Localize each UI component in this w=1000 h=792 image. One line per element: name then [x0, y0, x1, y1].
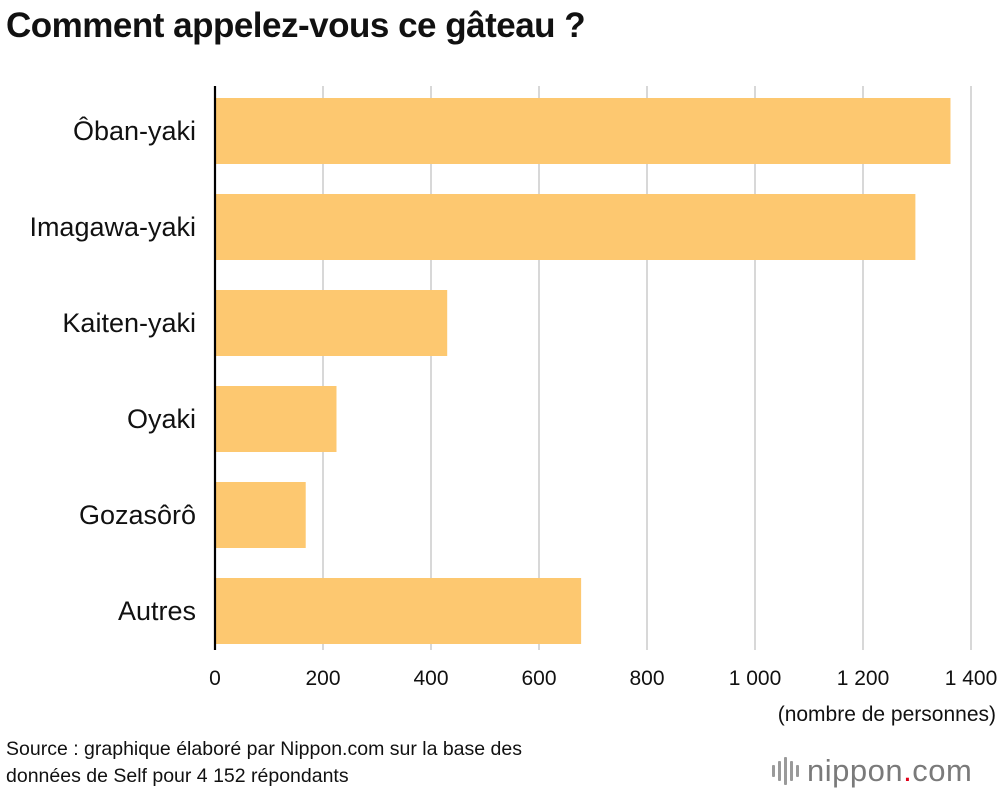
x-tick-label: 1 000 — [729, 667, 782, 690]
bar — [215, 482, 306, 548]
bar — [215, 194, 916, 260]
source-note: Source : graphique élaboré par Nippon.co… — [6, 736, 522, 790]
category-label: Autres — [118, 596, 196, 626]
bar — [215, 98, 951, 164]
category-label: Imagawa-yaki — [29, 212, 196, 242]
chart-title: Comment appelez-vous ce gâteau ? — [6, 6, 586, 45]
x-tick-label: 0 — [209, 667, 221, 690]
category-label: Kaiten-yaki — [62, 308, 196, 338]
x-tick-labels: 0 200 400 600 800 1 000 1 200 1 400 — [209, 667, 997, 690]
logo-dot: . — [903, 753, 913, 788]
bar — [215, 578, 582, 644]
x-tick-label: 800 — [629, 667, 664, 690]
x-axis-title: (nombre de personnes) — [778, 703, 996, 726]
logo-wordmark: nippon.com — [807, 753, 972, 789]
category-label: Oyaki — [127, 404, 196, 434]
source-line-1: Source : graphique élaboré par Nippon.co… — [6, 738, 522, 760]
x-tick-label: 200 — [305, 667, 340, 690]
bar-chart: Ôban-yaki Imagawa-yaki Kaiten-yaki Oyaki Goz… — [29, 86, 997, 726]
x-tick-label: 1 200 — [837, 667, 890, 690]
source-line-2: données de Self pour 4 152 répondants — [6, 765, 349, 787]
x-tick-label: 1 400 — [945, 667, 998, 690]
bars — [215, 98, 951, 644]
logo-name: nippon — [807, 753, 904, 788]
grid-lines — [322, 86, 972, 650]
bar — [215, 290, 448, 356]
category-labels: Ôban-yaki Imagawa-yaki Kaiten-yaki Oyaki Goz… — [29, 115, 196, 626]
bar — [215, 386, 337, 452]
nippon-logo: nippon.com — [772, 752, 972, 790]
category-label: Gozasôrô — [79, 500, 196, 530]
sound-bars-icon — [772, 757, 799, 785]
logo-tld: com — [912, 753, 973, 788]
x-tick-label: 400 — [413, 667, 448, 690]
category-label: Ôban-yaki — [73, 115, 196, 146]
x-tick-label: 600 — [521, 667, 556, 690]
